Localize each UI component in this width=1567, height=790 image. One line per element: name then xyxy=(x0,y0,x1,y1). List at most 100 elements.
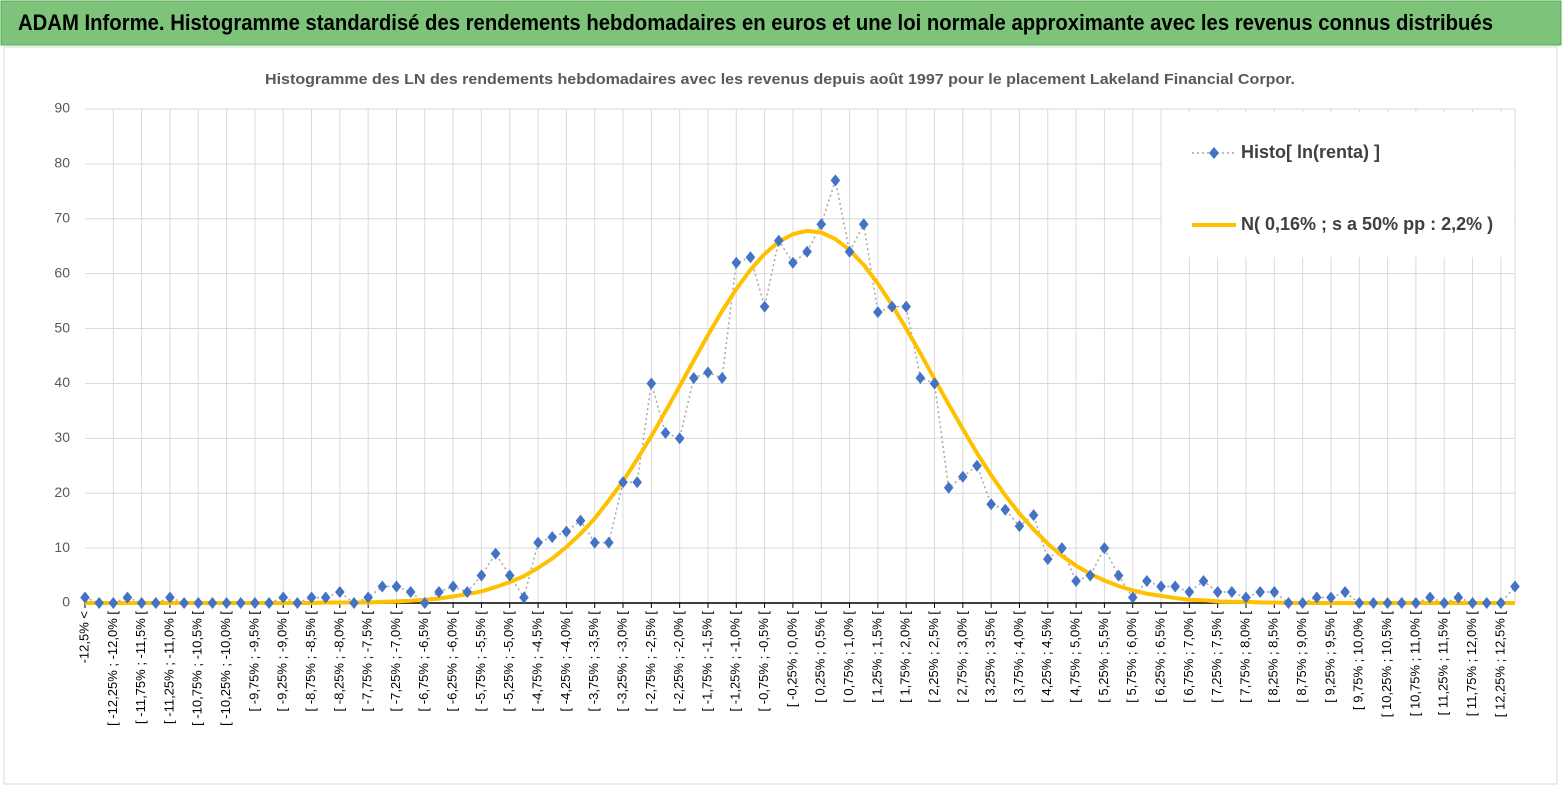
x-tick-label: [ 9,75% ; 10,0% [ xyxy=(1351,611,1366,710)
x-tick-label: [ 0,25% ; 0,5% [ xyxy=(813,611,828,703)
x-tick-label: [ 10,75% ; 11,0% [ xyxy=(1407,611,1422,717)
x-tick-label: [ -1,25% ; -1,0% [ xyxy=(728,611,743,712)
x-tick-label: [ 6,75% ; 7,0% [ xyxy=(1181,611,1196,703)
y-tick-label: 60 xyxy=(54,264,70,280)
histo-marker xyxy=(646,377,657,390)
histo-marker xyxy=(943,481,954,494)
y-tick-label: 40 xyxy=(54,374,70,390)
histo-marker xyxy=(632,476,642,489)
histo-marker xyxy=(1255,586,1265,599)
x-tick-label: [ 11,75% ; 12,0% [ xyxy=(1464,611,1479,717)
histo-marker xyxy=(1326,591,1336,604)
histo-marker xyxy=(519,591,529,604)
histo-marker xyxy=(136,597,147,609)
histo-marker xyxy=(1411,597,1421,609)
histo-marker xyxy=(1340,586,1350,599)
x-tick-label: [ -11,75% ; -11,5% [ xyxy=(133,611,148,724)
x-tick-label: [ -3,75% ; -3,5% [ xyxy=(586,611,601,712)
y-tick-label: 30 xyxy=(54,429,70,445)
header-bar xyxy=(0,0,1562,46)
x-tick-label: [ -11,25% ; -11,0% [ xyxy=(161,611,176,724)
histo-marker xyxy=(533,536,543,549)
histo-marker xyxy=(660,426,671,439)
legend: Histo[ ln(renta) ] N( 0,16% ; s a 50% pp … xyxy=(1162,112,1514,257)
histo-marker xyxy=(377,580,388,593)
x-tick-label: [ -9,75% ; -9,5% [ xyxy=(246,611,261,712)
normal-curve xyxy=(85,228,1515,605)
x-tick-label: [ -5,25% ; -5,0% [ xyxy=(501,611,516,712)
histo-marker xyxy=(830,174,841,187)
y-tick-label: 80 xyxy=(54,155,70,171)
histo-marker xyxy=(80,591,90,604)
histo-marker xyxy=(504,569,515,582)
histo-marker xyxy=(448,580,458,593)
histo-marker xyxy=(335,586,345,599)
histo-marker xyxy=(802,245,812,258)
histo-marker xyxy=(1212,586,1223,599)
histo-marker xyxy=(1297,597,1308,609)
x-tick-label: [ 11,25% ; 11,5% [ xyxy=(1436,611,1451,716)
legend-box xyxy=(1162,112,1514,257)
histo-marker xyxy=(773,234,784,247)
histo-marker xyxy=(929,377,940,390)
x-tick-label: [ -4,25% ; -4,0% [ xyxy=(558,611,573,712)
y-tick-label: 70 xyxy=(54,209,70,225)
x-tick-label: [ -5,75% ; -5,5% [ xyxy=(473,611,488,712)
x-tick-label: [ 7,75% ; 8,0% [ xyxy=(1237,611,1252,703)
x-tick-label: [ 2,25% ; 2,5% [ xyxy=(926,611,941,703)
x-tick-label: [ 1,75% ; 2,0% [ xyxy=(898,611,913,703)
histo-marker xyxy=(788,256,798,269)
x-tick-label: [ -10,75% ; -10,5% [ xyxy=(190,611,205,726)
x-tick-label: [ -10,25% ; -10,0% [ xyxy=(218,611,233,726)
x-tick-label: [ 10,25% ; 10,5% [ xyxy=(1379,611,1394,718)
chart-title: Histogramme des LN des rendements hebdom… xyxy=(265,71,1295,88)
x-tick-label: [ 8,25% ; 8,5% [ xyxy=(1266,611,1281,703)
histo-marker xyxy=(589,536,600,549)
histo-marker xyxy=(1425,591,1435,604)
x-tick-label: [ -2,25% ; -2,0% [ xyxy=(671,611,686,712)
histo-marker xyxy=(150,597,161,609)
x-tick-label: [ -7,75% ; -7,5% [ xyxy=(360,611,375,712)
histo-marker xyxy=(1382,597,1393,609)
x-tick-label: [ 4,75% ; 5,0% [ xyxy=(1068,611,1083,703)
histo-marker xyxy=(986,498,996,511)
x-tick-label: [ 4,25% ; 4,5% [ xyxy=(1039,611,1054,703)
x-tick-label: [ 5,25% ; 5,5% [ xyxy=(1096,611,1111,703)
histo-marker xyxy=(561,525,572,538)
x-tick-label: [ 1,25% ; 1,5% [ xyxy=(869,611,884,703)
histo-marker xyxy=(1368,597,1379,609)
x-tick-label: [ -3,25% ; -3,0% [ xyxy=(614,611,629,712)
histo-marker xyxy=(1184,586,1195,599)
histo-marker xyxy=(1311,591,1322,604)
histo-marker xyxy=(547,531,558,544)
histo-marker xyxy=(1198,575,1209,588)
histo-marker xyxy=(179,597,189,609)
histo-marker xyxy=(1354,597,1365,609)
histo-marker xyxy=(1241,591,1251,604)
histo-marker xyxy=(759,300,770,313)
histo-marker xyxy=(1156,580,1166,593)
histo-marker xyxy=(887,300,897,313)
x-tick-label: [ -12,25% ; -12,0% [ xyxy=(105,611,120,726)
x-tick-label: [ -8,75% ; -8,5% [ xyxy=(303,611,318,712)
histo-marker xyxy=(1396,597,1407,609)
histo-marker xyxy=(349,597,359,609)
histo-marker xyxy=(193,597,204,609)
x-tick-label: [ 6,25% ; 6,5% [ xyxy=(1152,611,1167,703)
histo-marker xyxy=(363,591,373,604)
histo-marker xyxy=(745,251,756,264)
histo-marker xyxy=(575,514,586,527)
histo-marker xyxy=(94,597,104,609)
histo-marker xyxy=(958,470,968,483)
legend-marker xyxy=(1209,147,1219,159)
x-tick-label: [ 12,25% ; 12,5% [ xyxy=(1492,611,1507,718)
histo-marker xyxy=(674,432,685,445)
histo-marker xyxy=(1014,520,1025,533)
histo-marker xyxy=(915,371,926,384)
histo-marker xyxy=(1481,597,1492,609)
histo-marker xyxy=(108,597,119,609)
histo-marker xyxy=(873,306,883,319)
histo-marker xyxy=(1028,509,1039,522)
histo-marker xyxy=(278,591,289,604)
